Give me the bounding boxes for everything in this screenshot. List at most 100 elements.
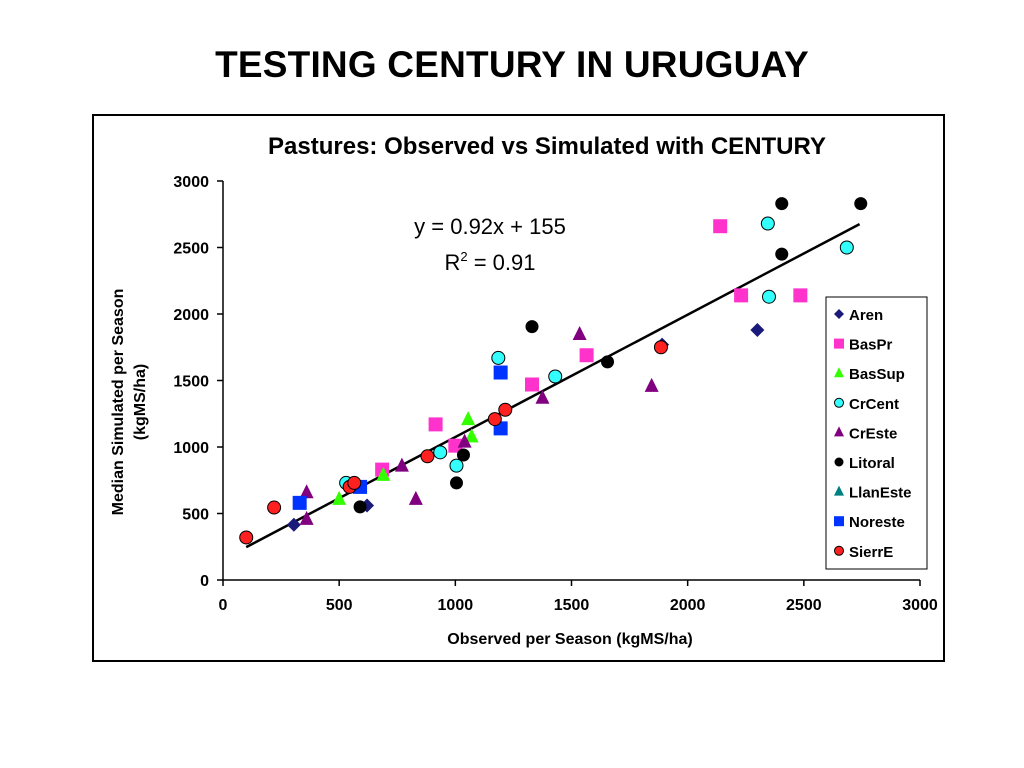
legend-item-bassup: BasSup bbox=[834, 366, 905, 383]
x-tick-label: 1500 bbox=[554, 597, 590, 614]
x-tick-label: 2500 bbox=[786, 597, 822, 614]
legend-marker-crcent bbox=[834, 397, 844, 408]
data-point-crcent bbox=[760, 216, 775, 231]
y-tick-label: 1500 bbox=[173, 374, 209, 391]
data-point-litoral bbox=[353, 500, 367, 514]
data-point-baspr bbox=[525, 377, 540, 392]
legend-label-sierre: SierrE bbox=[849, 544, 893, 561]
legend-label-bassup: BasSup bbox=[849, 366, 905, 383]
data-point-bassup bbox=[464, 428, 479, 443]
data-point-creste bbox=[408, 490, 423, 505]
legend-marker-baspr bbox=[834, 338, 844, 349]
r-squared-prefix: R bbox=[444, 250, 460, 275]
r-squared-exponent: 2 bbox=[460, 249, 467, 264]
data-point-litoral bbox=[601, 355, 615, 369]
data-point-sierre bbox=[487, 412, 502, 427]
data-point-baspr bbox=[713, 219, 728, 234]
data-point-sierre bbox=[239, 530, 254, 545]
y-tick-label: 3000 bbox=[173, 174, 209, 191]
data-point-baspr bbox=[734, 288, 749, 303]
data-point-crcent bbox=[761, 289, 776, 304]
legend-marker-llaneste bbox=[834, 485, 844, 496]
legend-marker-sierre bbox=[834, 545, 844, 556]
x-tick-label: 1000 bbox=[438, 597, 474, 614]
data-point-litoral bbox=[525, 320, 539, 334]
legend-item-llaneste: LlanEste bbox=[834, 485, 912, 502]
y-axis-label-group: Median Simulated per Season (kgMS/ha) bbox=[110, 289, 149, 516]
legend-item-baspr: BasPr bbox=[834, 337, 893, 354]
x-tick-label: 0 bbox=[219, 597, 228, 614]
legend-label-litoral: Litoral bbox=[849, 455, 895, 472]
y-axis-label-line1: Median Simulated per Season bbox=[110, 289, 127, 516]
legend-marker-bassup bbox=[834, 367, 844, 378]
legend-label-llaneste: LlanEste bbox=[849, 485, 912, 502]
y-axis-label-line2: (kgMS/ha) bbox=[132, 364, 149, 440]
data-point-creste bbox=[535, 389, 550, 404]
r-squared-value: = 0.91 bbox=[468, 250, 536, 275]
data-point-creste bbox=[572, 325, 587, 340]
data-point-crcent bbox=[491, 350, 506, 365]
data-point-sierre bbox=[498, 402, 513, 417]
legend-item-crcent: CrCent bbox=[834, 396, 899, 413]
x-tick-label: 3000 bbox=[902, 597, 938, 614]
chart-title: Pastures: Observed vs Simulated with CEN… bbox=[268, 133, 826, 160]
data-point-sierre bbox=[653, 340, 668, 355]
data-point-crcent bbox=[839, 240, 854, 255]
data-point-sierre bbox=[420, 449, 435, 464]
legend-marker-creste bbox=[834, 426, 844, 437]
y-tick-label: 2500 bbox=[173, 241, 209, 258]
data-point-baspr bbox=[793, 288, 808, 303]
legend-label-creste: CrEste bbox=[849, 425, 897, 442]
legend-item-aren: Aren bbox=[834, 307, 883, 324]
legend-marker-litoral bbox=[834, 457, 844, 467]
points-layer bbox=[239, 197, 868, 545]
data-point-sierre bbox=[267, 500, 282, 515]
trendline-equation: y = 0.92x + 155 bbox=[414, 214, 566, 239]
chart-frame: Pastures: Observed vs Simulated with CEN… bbox=[92, 114, 945, 662]
legend-marker-aren bbox=[834, 309, 844, 319]
y-tick-label: 500 bbox=[182, 507, 209, 524]
x-tick-label: 500 bbox=[326, 597, 353, 614]
legend: Aren BasPr BasSup CrCent CrEste Litoral LlanEs… bbox=[825, 296, 928, 570]
data-point-aren bbox=[750, 322, 765, 337]
data-point-creste bbox=[394, 457, 409, 472]
data-point-aren bbox=[286, 517, 301, 532]
legend-marker-noreste bbox=[834, 516, 844, 527]
y-tick-label: 2000 bbox=[173, 307, 209, 324]
data-point-baspr bbox=[579, 348, 594, 363]
legend-items: Aren BasPr BasSup CrCent CrEste Litoral LlanEs… bbox=[834, 307, 912, 561]
data-point-litoral bbox=[449, 476, 463, 490]
data-point-litoral bbox=[775, 197, 789, 211]
data-point-baspr bbox=[448, 438, 463, 453]
data-point-noreste bbox=[493, 365, 508, 380]
legend-item-litoral: Litoral bbox=[834, 455, 895, 472]
legend-label-crcent: CrCent bbox=[849, 396, 899, 413]
data-point-litoral bbox=[854, 197, 868, 211]
legend-label-baspr: BasPr bbox=[849, 337, 893, 354]
data-point-crcent bbox=[449, 458, 464, 473]
data-point-sierre bbox=[347, 475, 362, 490]
scatter-chart: Pastures: Observed vs Simulated with CEN… bbox=[110, 133, 938, 648]
data-point-creste bbox=[644, 377, 659, 392]
data-point-litoral bbox=[775, 247, 789, 261]
legend-item-creste: CrEste bbox=[834, 425, 897, 442]
data-point-crcent bbox=[433, 445, 448, 460]
data-point-creste bbox=[299, 510, 314, 525]
r-squared-label: R2 = 0.91 bbox=[444, 249, 535, 275]
legend-label-aren: Aren bbox=[849, 307, 883, 324]
y-tick-label: 0 bbox=[200, 573, 209, 590]
x-axis-label: Observed per Season (kgMS/ha) bbox=[447, 631, 692, 648]
data-point-creste bbox=[457, 433, 472, 448]
x-tick-label: 2000 bbox=[670, 597, 706, 614]
data-point-noreste bbox=[292, 495, 307, 510]
data-point-bassup bbox=[332, 490, 347, 505]
data-point-crcent bbox=[548, 369, 563, 384]
legend-item-noreste: Noreste bbox=[834, 514, 905, 531]
y-tick-label: 1000 bbox=[173, 440, 209, 457]
data-point-litoral bbox=[456, 448, 470, 462]
data-point-creste bbox=[299, 484, 314, 499]
legend-item-sierre: SierrE bbox=[834, 544, 893, 561]
axes: 0 500 1000 1500 2000 2500 3000 0 500 1000 1500 2000… bbox=[173, 174, 937, 614]
data-point-bassup bbox=[376, 466, 391, 481]
data-point-bassup bbox=[461, 411, 476, 426]
